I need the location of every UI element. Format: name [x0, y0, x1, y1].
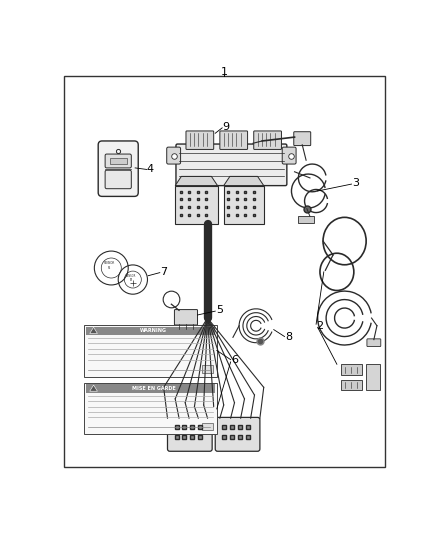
FancyBboxPatch shape	[167, 147, 180, 164]
Text: 5: 5	[216, 305, 223, 316]
Polygon shape	[224, 176, 264, 185]
FancyBboxPatch shape	[105, 170, 131, 189]
Text: 6: 6	[231, 356, 238, 366]
Text: 9: 9	[222, 122, 229, 132]
FancyBboxPatch shape	[176, 144, 287, 185]
Text: 3: 3	[352, 179, 359, 188]
Text: 7: 7	[160, 267, 167, 277]
Bar	[341, 379, 362, 391]
Bar	[86, 384, 215, 393]
FancyBboxPatch shape	[294, 132, 311, 146]
FancyBboxPatch shape	[367, 339, 381, 346]
Polygon shape	[175, 176, 218, 185]
Text: SENSOR
P2: SENSOR P2	[126, 274, 137, 282]
Text: 4: 4	[147, 165, 154, 174]
FancyBboxPatch shape	[98, 141, 138, 196]
Bar	[110, 158, 127, 164]
FancyBboxPatch shape	[254, 131, 282, 149]
FancyBboxPatch shape	[282, 147, 296, 164]
FancyBboxPatch shape	[85, 325, 217, 377]
FancyBboxPatch shape	[167, 417, 212, 451]
Polygon shape	[90, 385, 97, 391]
Text: WARNING: WARNING	[140, 328, 167, 333]
FancyBboxPatch shape	[172, 327, 200, 336]
FancyBboxPatch shape	[174, 310, 198, 325]
Text: 1: 1	[221, 67, 228, 77]
FancyBboxPatch shape	[175, 185, 218, 224]
FancyBboxPatch shape	[202, 423, 213, 431]
Text: MISE EN GARDE: MISE EN GARDE	[132, 386, 176, 391]
FancyBboxPatch shape	[215, 417, 260, 451]
Text: 2: 2	[316, 321, 323, 331]
FancyBboxPatch shape	[202, 365, 213, 373]
Text: 8: 8	[285, 332, 293, 342]
Bar	[366, 364, 380, 391]
Bar	[341, 364, 362, 375]
Polygon shape	[90, 327, 97, 334]
FancyBboxPatch shape	[186, 131, 214, 149]
Bar	[86, 327, 215, 335]
Text: SENSOR
P1: SENSOR P1	[104, 261, 115, 270]
FancyBboxPatch shape	[220, 131, 247, 149]
FancyBboxPatch shape	[298, 216, 314, 223]
FancyBboxPatch shape	[85, 383, 217, 434]
FancyBboxPatch shape	[224, 185, 264, 224]
FancyBboxPatch shape	[105, 154, 131, 168]
